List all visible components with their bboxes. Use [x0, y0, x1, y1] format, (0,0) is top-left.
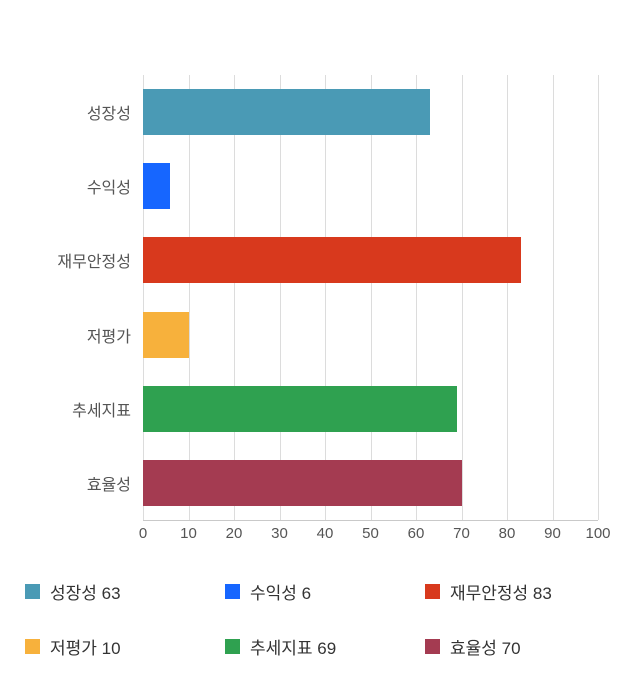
gridline: [234, 75, 235, 520]
legend-item: 재무안정성 83: [425, 580, 625, 603]
bar: [143, 385, 457, 432]
bar: [143, 163, 171, 210]
x-tick-label: 30: [271, 525, 288, 542]
category-label: 저평가: [86, 328, 131, 346]
gridline: [279, 75, 281, 520]
category-label: 효율성: [86, 476, 131, 494]
gridline: [507, 75, 508, 520]
legend: 성장성 63 수익성 6 재무안정성 83 저평가 10 추세지표 69 효율성 70: [25, 580, 625, 658]
x-tick-label: 60: [407, 525, 425, 542]
x-tick-label: 70: [453, 525, 470, 542]
category-label: 추세지표: [72, 402, 131, 420]
x-tick-label: 90: [544, 525, 561, 542]
bar: [143, 311, 189, 358]
gridline: [370, 75, 372, 520]
legend-item: 수익성 6: [225, 580, 425, 603]
x-tick-label: 80: [498, 525, 516, 542]
legend-item: 추세지표 69: [225, 635, 425, 658]
legend-swatch: [25, 638, 40, 654]
x-tick-label: 40: [316, 525, 334, 542]
legend-label: 저평가 10: [50, 638, 121, 658]
legend-item: 성장성 63: [25, 580, 225, 603]
legend-swatch: [225, 638, 240, 654]
bar: [143, 459, 462, 506]
x-tick-label: 10: [180, 525, 197, 542]
gridline: [188, 75, 190, 520]
x-tick-label: 50: [362, 525, 379, 542]
legend-label: 성장성 63: [50, 583, 121, 603]
legend-label: 수익성 6: [250, 583, 312, 603]
legend-label: 추세지표 69: [250, 638, 337, 658]
bar: [143, 89, 430, 136]
x-tick-label: 100: [585, 525, 611, 542]
gridline: [325, 75, 326, 520]
gridline: [461, 75, 463, 520]
legend-item: 저평가 10: [25, 635, 225, 658]
category-label: 재무안정성: [57, 254, 131, 272]
plot-area: [143, 75, 599, 521]
gridline: [143, 75, 144, 520]
category-label: 성장성: [86, 106, 131, 124]
legend-swatch: [425, 638, 440, 654]
bar: [143, 237, 521, 284]
gridline: [598, 75, 599, 520]
x-axis: 0 10 20 30 40 50 60 70 80 90 100: [139, 525, 611, 549]
x-tick-label: 0: [138, 525, 148, 542]
legend-label: 효율성 70: [450, 638, 521, 658]
legend-swatch: [225, 583, 240, 599]
gridline: [416, 75, 417, 520]
legend-swatch: [25, 583, 40, 599]
legend-item: 효율성 70: [425, 635, 625, 658]
legend-swatch: [425, 583, 440, 599]
x-tick-label: 20: [225, 525, 243, 542]
category-label: 수익성: [86, 180, 131, 198]
gridline: [552, 75, 554, 520]
legend-label: 재무안정성 83: [450, 583, 552, 603]
